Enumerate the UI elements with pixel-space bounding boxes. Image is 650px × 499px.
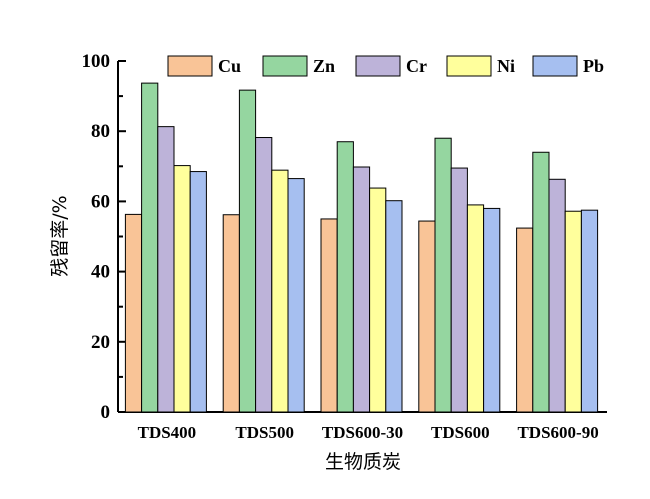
bar-cu-tds500 (222, 214, 240, 413)
bar-zn-tds400 (141, 82, 159, 413)
legend-label-ni: Ni (497, 56, 515, 76)
legend-swatch-cr (355, 55, 401, 77)
legend-label-pb: Pb (583, 56, 604, 76)
bar-cr-tds600-30 (352, 166, 371, 413)
bar-cu-tds400 (124, 213, 143, 413)
bar-ni-tds400 (173, 165, 191, 413)
legend: Cu Zn Cr Ni Pb (167, 55, 604, 77)
legend-label-zn: Zn (313, 56, 335, 76)
legend-label-cu: Cu (218, 56, 241, 76)
legend-item-cu: Cu (167, 55, 241, 77)
legend-item-pb: Pb (532, 55, 604, 77)
y-tick-label: 40 (91, 262, 110, 283)
y-tick-label: 20 (91, 332, 110, 353)
legend-swatch-pb (532, 55, 578, 77)
bar-ni-tds500 (271, 169, 289, 413)
bars (124, 82, 599, 413)
bar-ni-tds600 (466, 204, 485, 413)
y-axis-title: 残留率/% (49, 195, 71, 276)
y-tick-label: 60 (91, 191, 110, 212)
legend-item-ni: Ni (446, 55, 515, 77)
legend-swatch-ni (446, 55, 492, 77)
y-tick-label: 0 (101, 402, 111, 423)
legend-swatch-zn (262, 55, 308, 77)
axes: 0 20 40 60 80 100 TDS400 TDS500 TDS600-30 TDS600 T… (82, 51, 607, 442)
x-axis-title: 生物质炭 (325, 451, 401, 473)
bar-pb-tds600-30 (385, 200, 403, 413)
x-tick-label: TDS400 (138, 423, 197, 442)
x-tick-label: TDS600-90 (517, 423, 598, 442)
x-tick-label: TDS600-30 (322, 423, 403, 442)
x-tick-label: TDS500 (235, 423, 294, 442)
bar-cu-tds600-90 (516, 227, 534, 413)
bar-pb-tds400 (189, 171, 207, 413)
bar-cr-tds600-90 (548, 178, 566, 413)
legend-swatch-cu (167, 55, 213, 77)
bar-ni-tds600-30 (369, 187, 387, 413)
legend-item-cr: Cr (355, 55, 427, 77)
bar-cr-tds400 (157, 126, 175, 413)
bar-cu-tds600 (418, 220, 436, 413)
y-tick-label: 100 (82, 51, 111, 72)
bar-cr-tds500 (255, 137, 273, 413)
bar-zn-tds600 (434, 137, 452, 413)
legend-label-cr: Cr (406, 56, 427, 76)
legend-item-zn: Zn (262, 55, 335, 77)
bar-cu-tds600-30 (320, 218, 338, 413)
bar-pb-tds600-90 (580, 209, 599, 413)
bar-zn-tds600-90 (532, 151, 550, 413)
y-tick-label: 80 (91, 121, 110, 142)
bar-pb-tds500 (287, 178, 305, 413)
bar-zn-tds500 (238, 89, 257, 413)
bar-cr-tds600 (450, 167, 468, 413)
x-tick-label: TDS600 (431, 423, 490, 442)
bar-ni-tds600-90 (564, 210, 582, 413)
bar-zn-tds600-30 (336, 141, 354, 413)
bar-pb-tds600 (483, 207, 501, 413)
